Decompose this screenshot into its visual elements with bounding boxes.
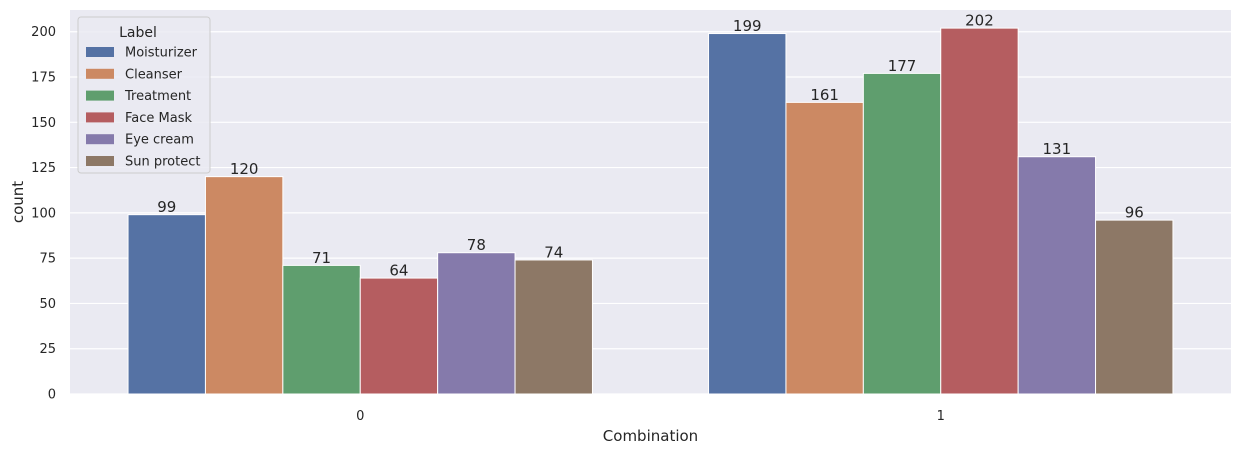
legend-swatch — [86, 68, 114, 79]
bar — [127, 214, 206, 395]
legend-label: Cleanser — [125, 67, 183, 82]
bars — [127, 27, 1174, 395]
bar-value-label: 78 — [467, 236, 486, 254]
legend-label: Face Mask — [125, 111, 192, 126]
y-tick-label: 125 — [31, 161, 56, 176]
bar — [1017, 156, 1097, 395]
x-axis-label: Combination — [603, 427, 698, 445]
bar-value-label: 99 — [157, 198, 176, 216]
bar — [359, 277, 439, 395]
y-tick-label: 50 — [39, 297, 56, 312]
bar — [862, 72, 942, 395]
legend-label: Eye cream — [125, 133, 194, 148]
bar-value-label: 161 — [810, 86, 839, 104]
bar — [785, 101, 864, 395]
bar — [437, 252, 516, 395]
x-tick-label: 1 — [937, 409, 945, 424]
bar-value-label: 96 — [1125, 204, 1144, 222]
bar-value-label: 64 — [389, 262, 408, 280]
y-axis-label: count — [9, 181, 27, 223]
y-tick-label: 75 — [39, 252, 56, 267]
bar-value-label: 202 — [965, 12, 994, 30]
bar-value-label: 120 — [230, 160, 259, 178]
legend-swatch — [86, 156, 114, 166]
y-tick-label: 25 — [39, 342, 56, 357]
x-tick-label: 0 — [356, 409, 364, 424]
bar-value-labels: 99 120 71 64 78 74 199 161 177 202 131 96 — [157, 12, 1144, 280]
y-tick-label: 150 — [31, 116, 56, 131]
bar-value-label: 199 — [733, 17, 762, 35]
legend-swatch — [86, 134, 114, 145]
legend-label: Treatment — [124, 89, 191, 104]
y-tick-label: 100 — [31, 206, 56, 221]
bar — [282, 264, 361, 395]
legend-swatch — [86, 90, 114, 101]
y-tick-label: 175 — [31, 71, 56, 86]
legend-title: Label — [119, 25, 157, 41]
bar — [1095, 219, 1174, 395]
legend: Label Moisturizer Cleanser Treatment Face M… — [77, 16, 211, 174]
legend-label: Moisturizer — [125, 46, 198, 61]
bar-value-label: 131 — [1043, 140, 1072, 158]
y-tick-label: 200 — [31, 25, 56, 40]
bar — [204, 176, 284, 395]
legend-swatch — [86, 47, 114, 57]
bar — [708, 33, 787, 395]
bar-value-label: 74 — [544, 243, 563, 261]
legend-swatch — [86, 112, 114, 123]
bar-value-label: 71 — [312, 249, 331, 267]
legend-label: Sun protect — [125, 155, 200, 170]
bar — [940, 27, 1019, 395]
bar — [514, 259, 593, 395]
y-tick-label: 0 — [48, 388, 56, 403]
bar-value-label: 177 — [888, 57, 917, 75]
legend-items: Moisturizer Cleanser Treatment Face Mask Eye… — [86, 46, 200, 170]
y-axis-ticks: 0 25 50 75 100 125 150 175 200 — [31, 25, 56, 402]
